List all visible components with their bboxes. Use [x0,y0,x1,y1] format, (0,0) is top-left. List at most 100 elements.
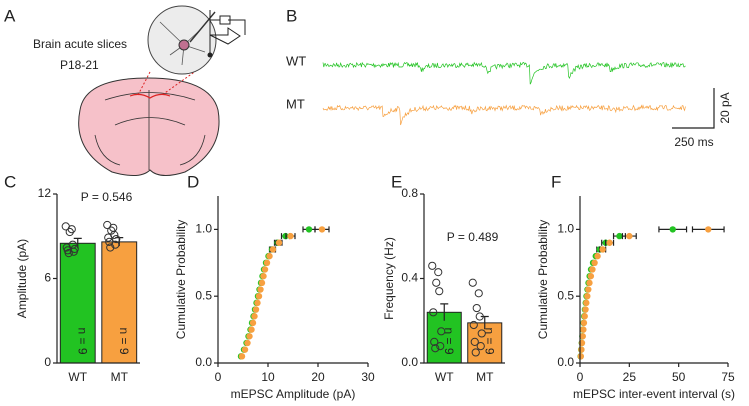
x-tick-label: WT [435,370,454,384]
x-tick-label: 0 [577,370,584,384]
data-point [255,293,263,300]
data-point [472,303,481,313]
data-point [594,252,601,260]
data-point [431,344,440,353]
error-bar [480,315,489,330]
panel-label: C [4,172,16,191]
data-point [599,246,606,253]
data-point [65,227,74,237]
data-point [254,299,261,307]
data-point [107,226,116,235]
y-axis-label: Cumulative Probability [174,220,188,339]
age-label: P18-21 [60,58,99,72]
x-tick-label: 0 [215,370,222,384]
data-point [469,320,478,330]
x-tick-label: 50 [672,370,686,384]
data-point [580,326,587,333]
y-tick-label: 1.0 [557,222,574,236]
data-point [112,234,121,244]
y-axis-label: Amplitude (pA) [15,239,29,318]
panel-label: B [286,6,297,25]
y-tick-label: 0 [44,355,51,369]
data-point [585,286,592,293]
trace-label: MT [286,96,305,111]
axis [217,196,368,364]
data-point [580,319,588,327]
panel-label: D [187,172,199,191]
data-point [430,337,439,346]
data-point [581,313,588,320]
data-point [252,306,260,313]
y-axis-label: Frequency (Hz) [382,237,396,320]
scale-x-label: 250 ms [674,135,713,149]
data-point [432,278,441,287]
axis [579,196,728,364]
data-point [260,272,267,280]
y-tick-label: 0.0 [401,355,418,369]
data-point [606,239,613,246]
y-tick-label: 0.0 [195,355,212,369]
n-label: n = 9 [483,327,497,354]
data-point [468,278,477,287]
n-label: n = 9 [76,327,90,354]
data-point [69,247,78,256]
data-point [589,266,596,273]
data-point [241,346,249,353]
y-axis-label: Cumulative Probability [536,220,550,339]
y-tick-label: 0.8 [401,186,418,200]
data-point [429,308,438,317]
brain-diagram [78,5,246,176]
y-tick-label: 6 [44,271,51,285]
data-point [238,353,246,360]
data-point [111,240,120,249]
data-point [435,287,444,296]
data-point [584,293,591,300]
data-point [474,289,483,298]
data-point [586,279,593,287]
y-tick-label: 0.0 [557,355,574,369]
data-point [318,226,326,233]
data-point [669,226,676,233]
data-point [437,327,446,336]
x-tick-label: 25 [623,370,637,384]
data-point [434,268,443,277]
x-tick-label: 20 [311,370,325,384]
trace [322,61,686,85]
panel-label: A [4,6,16,25]
x-tick-label: MT [111,370,129,384]
data-point [475,312,484,321]
trace [322,104,686,126]
y-tick-label: 0.5 [557,288,574,302]
data-point [477,329,486,338]
x-tick-label: MT [476,370,494,384]
data-point [263,259,271,266]
slice-label: Brain acute slices [33,37,127,51]
data-point [257,286,264,293]
data-point [287,232,294,240]
scale-y-label: 20 pA [718,92,732,123]
data-point [578,346,585,353]
data-point [266,252,273,260]
bar [426,311,462,364]
data-point [244,339,251,347]
data-point [64,249,73,258]
data-point [261,266,269,273]
axis [423,194,505,364]
y-tick-label: 0.5 [195,288,212,302]
data-point [246,333,253,340]
data-point [258,279,266,287]
data-point [626,232,633,240]
bar [59,242,96,364]
data-point [248,326,255,333]
data-point [428,261,437,270]
data-point [275,239,283,246]
data-point [577,353,584,360]
data-point [616,232,623,240]
error-bar [440,303,449,321]
y-tick-label: 0.4 [401,271,418,285]
x-tick-label: 10 [261,370,275,384]
n-label: n = 9 [117,327,131,354]
data-point [583,299,590,307]
annotation: P = 0.546 [81,190,133,204]
